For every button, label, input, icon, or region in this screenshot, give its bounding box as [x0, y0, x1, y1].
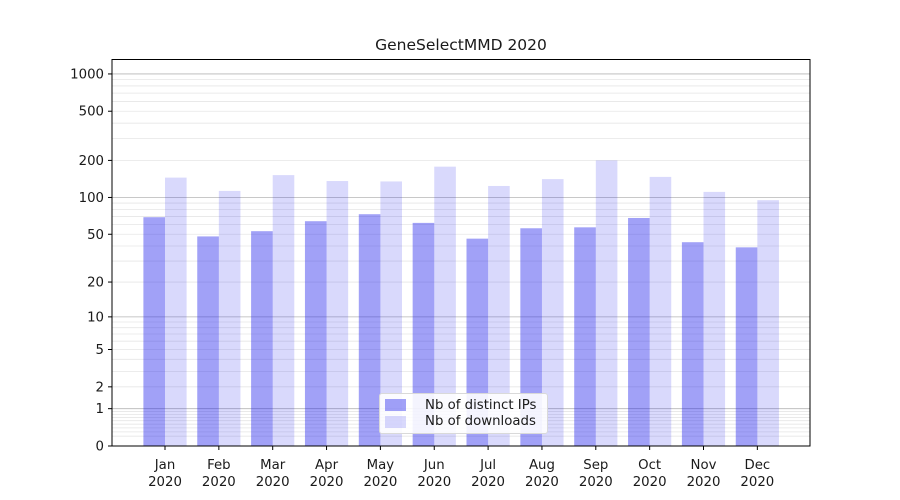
- legend-label-distinct-ips: Nb of distinct IPs: [425, 397, 537, 413]
- bar-distinct-ips-oct: [628, 217, 650, 446]
- bar-distinct-ips-jan: [143, 217, 165, 446]
- bar-downloads-nov: [703, 191, 726, 446]
- chart-title: GeneSelectMMD 2020: [375, 36, 547, 54]
- x-tick-label-year: 2020: [202, 475, 236, 490]
- x-tick-label-year: 2020: [525, 475, 559, 490]
- y-tick-label: 200: [79, 154, 104, 169]
- legend: Nb of distinct IPs Nb of downloads: [379, 393, 548, 434]
- legend-entry-distinct-ips: Nb of distinct IPs: [385, 397, 541, 413]
- legend-label-downloads: Nb of downloads: [425, 414, 536, 430]
- legend-swatch-distinct-ips: [385, 399, 406, 412]
- bar-downloads-may: [380, 181, 402, 447]
- x-tick-label-year: 2020: [471, 475, 505, 490]
- bar-distinct-ips-feb: [197, 236, 219, 446]
- bar-distinct-ips-dec: [735, 247, 758, 446]
- x-tick-label-month: Nov: [691, 458, 717, 473]
- bar-downloads-feb: [218, 190, 241, 446]
- y-tick-label: 20: [87, 276, 104, 291]
- bar-distinct-ips-sep: [574, 227, 596, 446]
- y-tick-label: 5: [96, 343, 104, 358]
- bar-distinct-ips-nov: [681, 242, 704, 446]
- bar-downloads-jan: [165, 177, 187, 446]
- bar-distinct-ips-apr: [304, 221, 327, 446]
- bar-downloads-oct: [649, 176, 672, 446]
- bar-distinct-ips-mar: [251, 231, 273, 446]
- bar-downloads-dec: [757, 200, 779, 446]
- x-tick-label-year: 2020: [256, 475, 290, 490]
- x-tick-label-month: Jul: [479, 458, 496, 473]
- legend-swatch-downloads: [385, 415, 406, 428]
- bar-downloads-apr: [326, 181, 349, 447]
- x-tick-label-year: 2020: [310, 475, 344, 490]
- x-tick-label-year: 2020: [148, 475, 182, 490]
- y-tick-label: 100: [79, 191, 104, 206]
- x-tick-label-month: May: [367, 458, 395, 473]
- legend-entry-downloads: Nb of downloads: [385, 414, 541, 430]
- x-tick-label-month: Dec: [744, 458, 770, 473]
- y-tick-label: 0: [96, 440, 104, 455]
- y-tick-label: 1000: [70, 67, 104, 82]
- plot-border: [111, 59, 811, 447]
- x-tick-label-year: 2020: [417, 475, 451, 490]
- y-tick-label: 2: [96, 380, 104, 395]
- bar-distinct-ips-jun: [412, 222, 435, 446]
- x-tick-label-year: 2020: [687, 475, 721, 490]
- x-tick-label-month: Mar: [260, 458, 286, 473]
- x-tick-label-month: Jan: [154, 458, 176, 473]
- x-tick-label-year: 2020: [579, 475, 613, 490]
- bar-downloads-jul: [488, 185, 510, 446]
- bar-downloads-sep: [595, 160, 618, 446]
- y-tick-label: 10: [87, 310, 104, 325]
- y-tick-label: 1: [96, 402, 104, 417]
- x-tick-label-month: Apr: [315, 458, 339, 473]
- x-tick-label-month: Oct: [638, 458, 661, 473]
- x-tick-label-month: Feb: [207, 458, 231, 473]
- bar-downloads-jun: [434, 166, 456, 446]
- x-tick-label-month: Aug: [529, 458, 555, 473]
- bar-downloads-aug: [541, 179, 564, 446]
- x-tick-label-month: Sep: [583, 458, 608, 473]
- y-tick-label: 500: [79, 105, 104, 120]
- bar-distinct-ips-aug: [520, 228, 542, 446]
- x-tick-label-year: 2020: [363, 475, 397, 490]
- x-tick-label-year: 2020: [633, 475, 667, 490]
- bar-distinct-ips-may: [358, 214, 381, 446]
- bar-downloads-mar: [272, 175, 295, 446]
- x-tick-label-year: 2020: [740, 475, 774, 490]
- x-tick-label-month: Jun: [423, 458, 445, 473]
- y-tick-label: 50: [87, 228, 104, 243]
